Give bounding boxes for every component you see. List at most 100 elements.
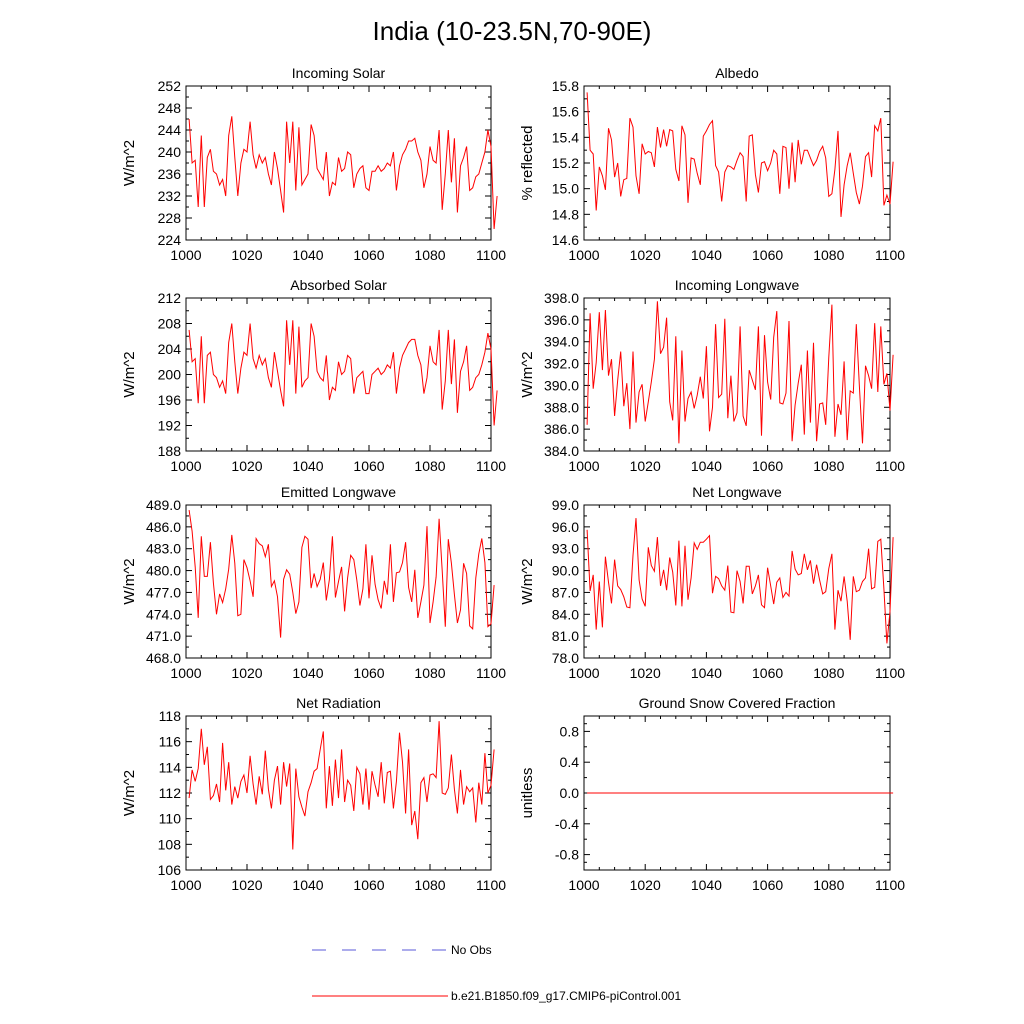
y-tick-label: 248: [158, 100, 182, 116]
y-tick-label: 14.6: [552, 232, 579, 248]
x-tick-label: 1000: [568, 247, 599, 263]
x-tick-label: 1020: [231, 458, 262, 474]
y-tick-label: 244: [158, 122, 182, 138]
x-tick-label: 1080: [414, 877, 445, 893]
y-tick-label: 468.0: [146, 650, 181, 666]
legend: No Obs b.e21.B1850.f09_g17.CMIP6-piContr…: [312, 943, 681, 1003]
y-tick-label: 224: [158, 232, 182, 248]
y-tick-label: 188: [158, 443, 182, 459]
y-tick-label: 87.0: [552, 584, 579, 600]
y-tick-label: 112: [159, 785, 182, 801]
x-tick-label: 1080: [813, 247, 844, 263]
x-tick-label: 1000: [170, 458, 201, 474]
series-line: [188, 320, 498, 426]
y-tick-label: 208: [158, 316, 182, 332]
y-tick-label: 0.4: [560, 754, 580, 770]
panel-title: Ground Snow Covered Fraction: [639, 695, 836, 711]
y-tick-label: 93.0: [552, 541, 579, 557]
x-tick-label: 1020: [630, 247, 661, 263]
y-tick-label: 240: [158, 144, 182, 160]
y-tick-label: 84.0: [552, 606, 579, 622]
y-tick-label: 477.0: [146, 584, 181, 600]
panel-3: Incoming Longwave 384.0 386.0 388.0 390.0 392…: [519, 277, 905, 474]
y-tick-label: 228: [158, 210, 182, 226]
x-tick-label: 1040: [292, 665, 323, 681]
x-tick-label: 1020: [630, 458, 661, 474]
y-tick-label: 388.0: [544, 399, 579, 415]
y-tick-label: 81.0: [552, 628, 579, 644]
y-tick-label: 384.0: [544, 443, 579, 459]
x-tick-label: 1060: [752, 247, 783, 263]
y-tick-label: 0.8: [560, 723, 580, 739]
x-tick-label: 1100: [476, 458, 506, 474]
y-tick-label: 394.0: [544, 334, 579, 350]
x-tick-label: 1020: [630, 665, 661, 681]
legend-no-obs-label: No Obs: [451, 943, 492, 957]
y-tick-label: 78.0: [552, 650, 579, 666]
panel-title: Albedo: [715, 65, 759, 81]
x-tick-label: 1100: [875, 458, 905, 474]
x-tick-label: 1040: [292, 877, 323, 893]
y-axis-label: W/m^2: [121, 770, 138, 816]
y-tick-label: 480.0: [146, 563, 181, 579]
y-axis-label: W/m^2: [121, 558, 138, 604]
y-tick-label: 483.0: [146, 541, 181, 557]
x-tick-label: 1000: [568, 877, 599, 893]
x-tick-label: 1060: [752, 458, 783, 474]
panel-title: Net Longwave: [692, 484, 782, 500]
x-tick-label: 1060: [752, 665, 783, 681]
panel-title: Net Radiation: [296, 695, 381, 711]
panel-title: Absorbed Solar: [290, 277, 387, 293]
legend-model-label: b.e21.B1850.f09_g17.CMIP6-piControl.001: [451, 989, 681, 1003]
y-tick-label: 236: [158, 166, 182, 182]
y-tick-label: 14.8: [552, 206, 579, 222]
x-tick-label: 1080: [813, 877, 844, 893]
series-line: [188, 116, 498, 230]
y-tick-label: 90.0: [552, 563, 579, 579]
y-tick-label: 0.0: [560, 785, 580, 801]
panel-1: Albedo 14.6 14.8 15.0 15.2 15.4 15.6 15.8 1000 10…: [519, 65, 905, 263]
y-axis-label: unitless: [519, 768, 536, 819]
y-tick-label: 196: [158, 392, 182, 408]
y-axis-label: W/m^2: [519, 558, 536, 604]
y-tick-label: 486.0: [146, 519, 181, 535]
x-tick-label: 1000: [170, 247, 201, 263]
x-tick-label: 1060: [353, 247, 384, 263]
x-tick-label: 1080: [414, 458, 445, 474]
y-tick-label: 471.0: [146, 628, 181, 644]
y-tick-label: 15.8: [552, 78, 579, 94]
panel-5: Net Longwave 78.0 81.0 84.0 87.0 90.0 93.0 96.0…: [519, 484, 905, 681]
x-tick-label: 1060: [353, 665, 384, 681]
series-line: [586, 518, 894, 644]
y-axis-label: W/m^2: [121, 140, 138, 186]
y-tick-label: 192: [158, 418, 182, 434]
y-tick-label: 106: [158, 862, 182, 878]
x-tick-label: 1100: [875, 247, 905, 263]
chart-panels: Incoming Solar 224 228 232 236 240 244 248 252 10…: [121, 65, 905, 893]
x-tick-label: 1040: [691, 458, 722, 474]
y-tick-label: 96.0: [552, 519, 579, 535]
y-tick-label: -0.8: [555, 847, 579, 863]
y-tick-label: 200: [158, 367, 182, 383]
x-tick-label: 1040: [691, 877, 722, 893]
x-tick-label: 1020: [231, 247, 262, 263]
y-tick-label: 252: [158, 78, 182, 94]
x-tick-label: 1100: [875, 877, 905, 893]
y-tick-label: 386.0: [544, 421, 579, 437]
y-tick-label: 15.0: [552, 181, 579, 197]
x-tick-label: 1100: [476, 877, 506, 893]
x-tick-label: 1000: [568, 458, 599, 474]
y-tick-label: 118: [159, 708, 182, 724]
series-line: [188, 721, 495, 850]
x-tick-label: 1000: [170, 665, 201, 681]
x-tick-label: 1080: [813, 665, 844, 681]
x-tick-label: 1020: [630, 877, 661, 893]
panel-7: Ground Snow Covered Fraction -0.8 -0.4 0.0 0…: [519, 695, 905, 893]
y-tick-label: 232: [158, 188, 182, 204]
x-tick-label: 1080: [414, 665, 445, 681]
x-tick-label: 1060: [752, 877, 783, 893]
y-tick-label: 15.6: [552, 104, 579, 120]
x-tick-label: 1040: [691, 665, 722, 681]
x-tick-label: 1060: [353, 877, 384, 893]
panel-title: Emitted Longwave: [281, 484, 396, 500]
